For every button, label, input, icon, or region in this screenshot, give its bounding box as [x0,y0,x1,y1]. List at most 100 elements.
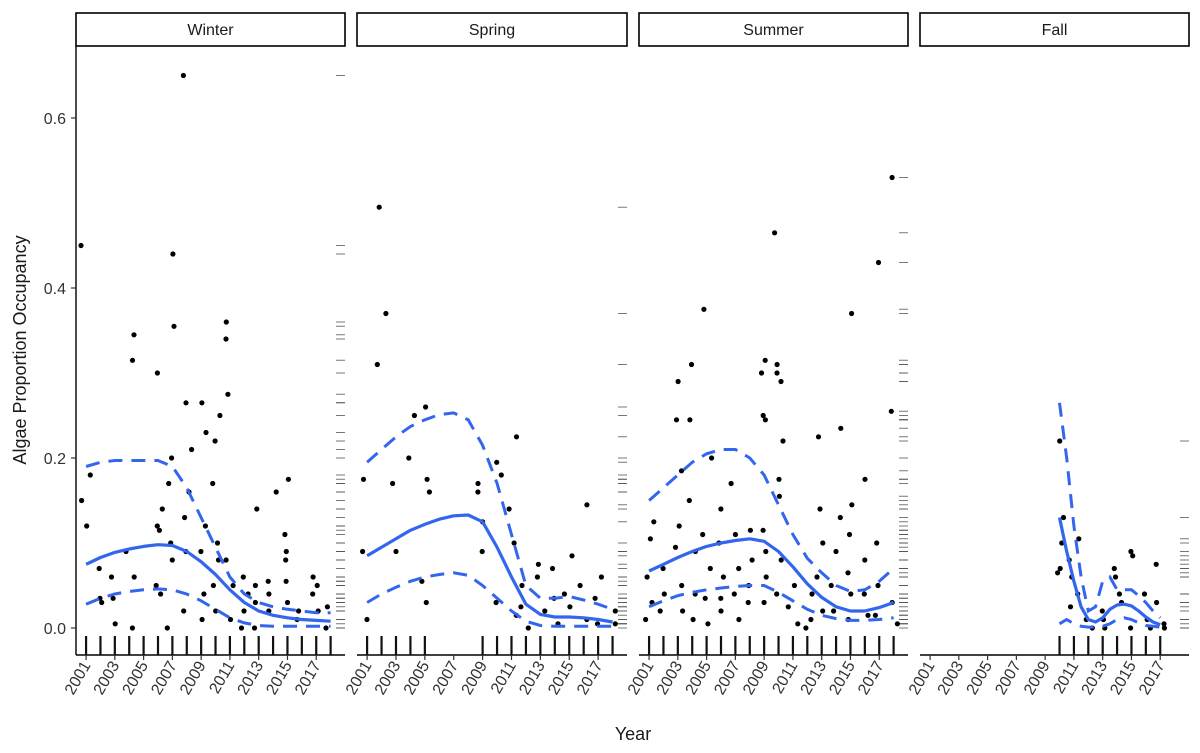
data-point [894,621,901,627]
data-point [772,230,778,236]
x-tick-label: 2007 [992,658,1025,697]
data-point [718,608,724,614]
data-point [153,582,159,589]
data-point [374,361,380,368]
data-point [419,578,425,584]
data-point [273,489,279,495]
data-point [1116,591,1122,597]
data-point [728,480,734,487]
data-point [411,412,417,419]
data-point [577,582,583,589]
data-point [183,400,189,406]
x-tick-label: 2007 [430,658,463,697]
data-point [182,514,188,521]
data-point [673,417,680,423]
data-point [199,400,205,406]
data-point [647,536,654,542]
data-point [776,493,783,499]
x-tick-label: 2015 [1107,658,1140,697]
data-point [874,540,880,546]
x-tick-label: 2001 [343,658,376,697]
data-point [745,599,751,606]
y-axis: 0.0 0.2 0.4 0.6 [44,46,77,655]
data-point [785,604,791,610]
facet-summer: Summer 2001200320052007200920112013201520… [625,12,909,698]
data-point [760,527,766,533]
data-point [675,378,681,385]
data-point [525,625,531,631]
data-point [803,625,809,631]
upper-bound-line [366,411,614,611]
data-point [129,625,135,631]
data-point [660,565,666,572]
data-point [251,625,258,631]
data-point [189,446,195,453]
data-point [108,574,115,580]
x-tick-label: 2009 [459,658,492,697]
data-point [820,608,826,614]
data-point [265,578,271,584]
data-point [661,591,667,597]
data-point [820,540,826,546]
x-axis-title: Year [615,724,651,744]
smooth-fit-line [366,513,613,624]
x-tick-label: 2015 [826,658,859,697]
facet-strip [75,12,346,47]
data-point [314,582,320,589]
data-point [223,336,229,342]
data-point [283,548,289,555]
data-point [848,591,854,597]
facet-strip-label: Spring [469,22,515,39]
data-point [1112,574,1119,580]
data-point [862,557,868,563]
y-axis-title: Algae Proportion Occupancy [10,235,30,464]
data-point [1057,565,1063,572]
x-tick-label: 2001 [625,658,658,697]
data-point [612,621,618,627]
data-point [1055,570,1061,576]
data-point [310,574,316,580]
data-point [252,582,258,589]
data-point [383,310,389,317]
data-point [774,591,780,597]
data-point [709,455,715,461]
data-point [838,425,844,431]
smooth-fit-line [85,543,331,623]
data-point [676,523,682,529]
x-tick-label: 2015 [263,658,296,697]
data-point [817,506,823,512]
upper-bound-line [85,459,331,615]
data-point [731,591,737,597]
data-point [1154,599,1160,606]
x-tick-label: 2005 [120,658,153,697]
data-point [1161,621,1167,627]
data-point [84,523,90,529]
data-point [498,472,504,478]
data-point [202,523,208,529]
data-point [612,608,618,614]
x-tick-label: 2003 [372,658,405,697]
data-point [1099,608,1105,614]
data-point [849,310,855,317]
data-point [217,412,223,419]
data-point [252,599,258,606]
data-point [688,361,695,368]
x-tick-label: 2001 [62,658,95,697]
data-point [651,519,657,525]
x-tick-label: 2013 [516,658,549,697]
x-tick-label: 2001 [906,658,939,697]
data-point [592,595,598,601]
data-point [1128,625,1134,631]
data-point [862,476,868,482]
data-point [323,625,329,631]
data-point [129,357,136,363]
data-point [518,604,524,610]
data-point [506,506,512,512]
x-tick-label: 2003 [654,658,687,697]
data-point [131,332,137,338]
data-point [166,480,172,487]
data-point [99,599,105,606]
data-point [112,621,118,627]
data-point [203,429,209,436]
x-tick-label: 2017 [574,658,607,697]
